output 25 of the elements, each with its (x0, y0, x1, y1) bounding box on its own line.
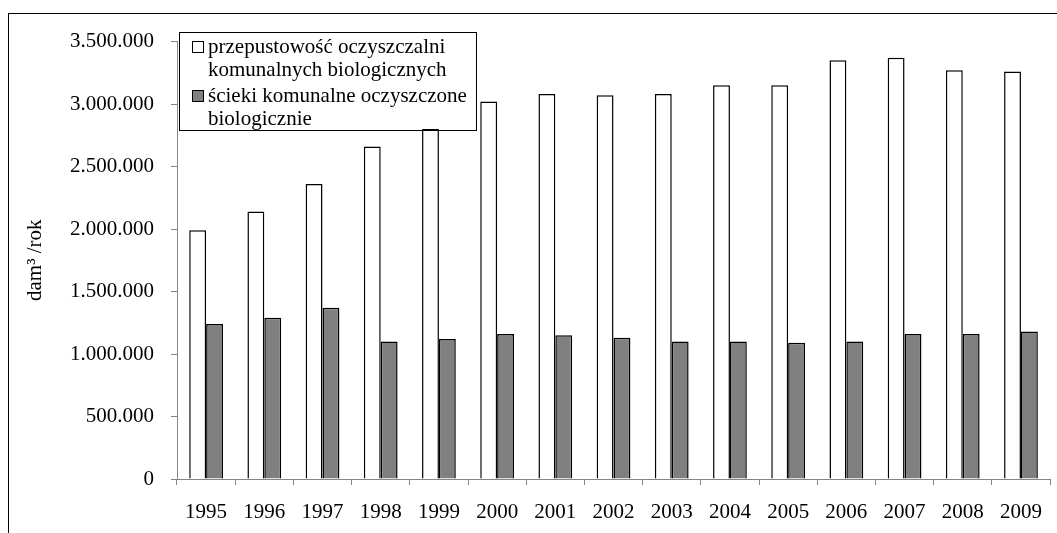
x-tick-label: 2006 (825, 499, 868, 524)
y-tick-label: 2.000.000 (70, 215, 154, 240)
x-tick-label: 1999 (417, 499, 460, 524)
y-tick-label: 0 (143, 465, 154, 490)
x-tick-label: 2009 (999, 499, 1042, 524)
x-tick-label: 1995 (185, 499, 228, 524)
x-tick-label: 2007 (883, 499, 926, 524)
y-tick-label: 2.500.000 (70, 153, 154, 178)
x-tick-label: 2001 (534, 499, 577, 524)
x-tick-label: 2000 (476, 499, 519, 524)
y-tick-label: 3.500.000 (70, 28, 154, 53)
y-tick-label: 1.500.000 (70, 278, 154, 303)
x-tick-label: 2004 (708, 499, 752, 524)
x-tick-label: 2003 (650, 499, 693, 524)
y-tick-label: 3.000.000 (70, 90, 154, 115)
legend-label: ścieki komunalne oczyszczone biologicznie (208, 82, 468, 130)
x-tick-label: 2002 (592, 499, 635, 524)
x-tick-label: 2008 (941, 499, 984, 524)
x-tick-label: 1996 (243, 499, 286, 524)
y-tick-label: 500.000 (85, 403, 154, 428)
x-tick-label: 2005 (767, 499, 810, 524)
y-axis-title: dam³ /rok (22, 218, 47, 302)
y-tick-label: 1.000.000 (70, 340, 154, 365)
x-tick-label: 1998 (359, 499, 402, 524)
x-tick-label: 1997 (301, 499, 344, 524)
